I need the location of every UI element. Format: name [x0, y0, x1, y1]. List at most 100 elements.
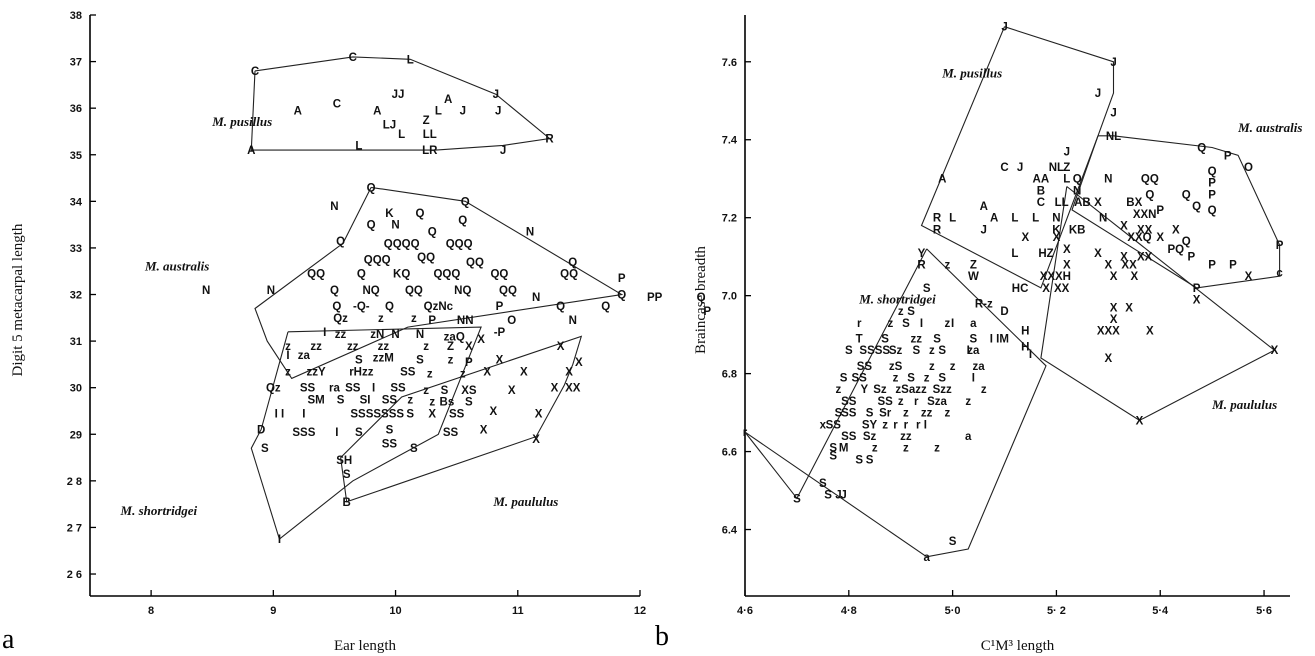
data-point: X	[480, 425, 488, 437]
data-point: z	[285, 366, 291, 378]
data-point: r	[914, 396, 919, 408]
data-point: R	[933, 224, 942, 236]
data-point: X	[1156, 232, 1164, 244]
data-point: J	[493, 89, 499, 101]
data-point: zz	[335, 329, 347, 341]
data-point: X	[1120, 220, 1128, 232]
data-point: z	[407, 394, 413, 406]
data-point: K	[1052, 224, 1061, 236]
x-axis-label: C¹M³ length	[981, 638, 1055, 654]
data-point: Sza	[927, 396, 947, 408]
data-point: S	[410, 443, 418, 455]
data-point: zz	[310, 341, 322, 353]
data-point: r I	[916, 419, 927, 431]
data-point: SS	[390, 383, 406, 395]
data-point: -Q-	[353, 301, 370, 313]
data-point: za	[298, 350, 311, 362]
data-point: QQ	[405, 285, 423, 297]
data-point: Z	[447, 341, 454, 353]
data-point: C	[251, 66, 259, 78]
data-point: QzNc	[424, 301, 454, 313]
hull-outline	[254, 186, 624, 380]
data-point: A	[373, 106, 381, 118]
data-point: HC	[1012, 283, 1029, 295]
species-label: M. australis	[144, 259, 209, 274]
data-point: Q	[1208, 166, 1217, 178]
data-point: QQQ	[433, 269, 460, 281]
data-point: I	[920, 318, 923, 330]
data-point: NN	[457, 315, 474, 327]
data-point: X	[1130, 271, 1138, 283]
data-point: S	[829, 450, 837, 462]
data-point: x	[820, 419, 827, 431]
data-point: P	[1276, 240, 1284, 252]
data-point: I	[323, 327, 326, 339]
data-point: N	[267, 285, 275, 297]
data-point: L	[1011, 213, 1018, 225]
data-point: Szz	[933, 384, 952, 396]
data-point: QQQ	[364, 255, 391, 267]
data-point: r	[893, 419, 898, 431]
hull-outline	[250, 326, 482, 541]
data-point: S	[902, 318, 910, 330]
data-point: X	[575, 357, 583, 369]
data-point: Q	[428, 227, 437, 239]
data-point: zaQ	[444, 331, 465, 343]
y-tick-label: 6.6	[722, 447, 737, 459]
data-point: X	[565, 366, 573, 378]
data-point: LJ	[383, 119, 396, 131]
data-point: HZ	[1038, 248, 1053, 260]
data-point: S	[866, 408, 874, 420]
x-tick-label: 4·6	[737, 605, 753, 617]
data-point: X	[508, 385, 516, 397]
data-point: S	[938, 373, 946, 385]
data-point: S	[441, 385, 449, 397]
hull-outline	[744, 248, 1047, 558]
data-point: zz	[921, 408, 933, 420]
data-point: O	[507, 315, 516, 327]
data-point: X	[1104, 259, 1112, 271]
data-point: X	[1104, 353, 1112, 365]
data-point: z	[903, 443, 909, 455]
y-tick-label: 34	[70, 196, 83, 208]
data-point: z	[945, 408, 951, 420]
data-point: L	[435, 106, 442, 118]
data-point: Q	[357, 269, 366, 281]
data-point: S	[386, 425, 394, 437]
data-point: H	[1063, 271, 1071, 283]
data-point: X	[1053, 232, 1061, 244]
data-point: QQ	[499, 285, 517, 297]
data-point: zSazz	[895, 384, 927, 396]
data-point: J	[1110, 57, 1116, 69]
data-point: Q	[416, 208, 425, 220]
panel-a-chart: 8 9 10 11 12 2 6 2 7 2 8 29 30 31 32 33 34 35 36 37 38 Ear…	[10, 10, 711, 654]
data-point: X	[1021, 232, 1029, 244]
data-point: z	[285, 341, 291, 353]
data-point: P	[1224, 150, 1232, 162]
data-point: K	[385, 208, 394, 220]
data-point: XX	[1121, 259, 1137, 271]
data-point: X	[535, 408, 543, 420]
data-point: SS	[841, 408, 857, 420]
data-point: Sz	[863, 431, 877, 443]
data-point: N	[416, 329, 424, 341]
data-point: XX	[1137, 224, 1153, 236]
data-point: D	[257, 425, 265, 437]
species-label: M. paululus	[1211, 397, 1277, 412]
data-point: C	[1000, 162, 1008, 174]
y-tick-label: 36	[70, 103, 82, 115]
data-point: Q	[332, 301, 341, 313]
data-point: SH	[336, 455, 352, 467]
data-point: N	[569, 315, 577, 327]
data-point: Q	[1073, 174, 1082, 186]
data-point: P	[1229, 259, 1237, 271]
y-tick-label: 7.0	[722, 291, 737, 303]
data-point: I	[302, 408, 305, 420]
data-point: z	[950, 361, 956, 373]
data-point: a	[923, 552, 930, 564]
data-point: I IM	[990, 334, 1009, 346]
data-point: J	[981, 224, 987, 236]
data-point: I	[951, 318, 954, 330]
data-point: a	[970, 318, 977, 330]
data-point: I	[967, 345, 970, 357]
